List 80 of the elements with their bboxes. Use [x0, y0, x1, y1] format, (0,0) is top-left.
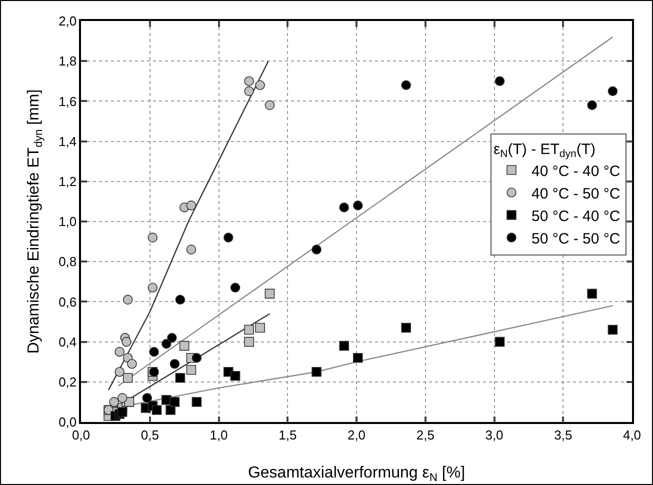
point [192, 352, 202, 363]
x-tick-label: 3,5 [554, 427, 572, 442]
point [117, 407, 128, 417]
y-tick-label: 1,2 [58, 174, 77, 189]
point [114, 346, 124, 357]
point [264, 288, 275, 299]
y-tick-label: 1,8 [58, 54, 77, 69]
point [255, 322, 265, 333]
point [167, 332, 177, 343]
point [175, 294, 186, 305]
x-axis-title: Gesamtaxialverformung ε$_{N}$ [%] [248, 464, 466, 484]
y-tick-label: 0,6 [58, 294, 77, 310]
point [186, 364, 196, 375]
point [587, 288, 597, 299]
y-tick-label: 1,4 [58, 134, 77, 149]
point [494, 76, 505, 86]
point [230, 370, 240, 381]
x-tick-label: 2,5 [416, 427, 434, 442]
point [162, 338, 172, 349]
point [352, 200, 363, 210]
line-series [108, 60, 269, 391]
point [401, 80, 411, 90]
x-tick-label: 1,0 [210, 427, 228, 442]
point [186, 200, 196, 210]
legend-label: 40 °C - 40 °C [531, 162, 620, 180]
point [148, 282, 158, 293]
x-tick-label: 1,5 [278, 427, 297, 442]
y-tick-label: 0,8 [58, 254, 77, 270]
point [148, 232, 158, 242]
x-tick-label: 3,0 [485, 427, 504, 442]
legend-title: ε$_{N}$(T) - ET$_{dyn}$(T) [493, 140, 596, 160]
point [401, 322, 411, 333]
y-tick-label: 0,2 [58, 374, 77, 390]
point [312, 244, 322, 254]
x-tick-label: 0,0 [72, 427, 90, 442]
point [175, 372, 186, 383]
point [179, 340, 190, 351]
point [352, 352, 363, 363]
point [127, 358, 137, 369]
y-tick-label: 2,0 [58, 14, 77, 29]
point [264, 100, 275, 110]
point [122, 294, 133, 305]
point [312, 366, 322, 377]
point [186, 244, 196, 254]
point [339, 340, 349, 351]
point [142, 393, 152, 403]
point [608, 86, 618, 96]
point [152, 405, 162, 415]
x-tick-label: 0,5 [140, 427, 159, 442]
point [244, 336, 254, 347]
legend-label: 40 °C - 50 °C [531, 185, 620, 202]
y-tick-label: 1,6 [58, 94, 77, 109]
point [255, 80, 265, 90]
point [244, 86, 254, 96]
point [244, 76, 254, 86]
point [192, 397, 202, 407]
point [244, 324, 254, 335]
point [587, 100, 597, 110]
x-tick-label: 4,0 [622, 427, 642, 442]
point [109, 397, 119, 407]
point [230, 282, 240, 293]
point [114, 366, 124, 377]
point [122, 372, 133, 383]
point [166, 405, 176, 415]
point [339, 202, 349, 212]
point [149, 346, 159, 357]
legend-label: 50 °C - 40 °C [531, 208, 620, 225]
point [494, 336, 505, 347]
point [117, 393, 128, 403]
point [162, 395, 172, 405]
x-tick-label: 2,0 [347, 427, 366, 442]
y-tick-label: 1,0 [58, 214, 77, 230]
y-tick-label: 0,4 [58, 334, 77, 350]
point [170, 397, 180, 407]
y-tick-label: 0,0 [58, 414, 77, 430]
point [223, 232, 234, 242]
point [170, 358, 180, 369]
point [122, 336, 132, 347]
legend-label: 50 °C - 50 °C [531, 230, 620, 248]
point [608, 324, 618, 335]
